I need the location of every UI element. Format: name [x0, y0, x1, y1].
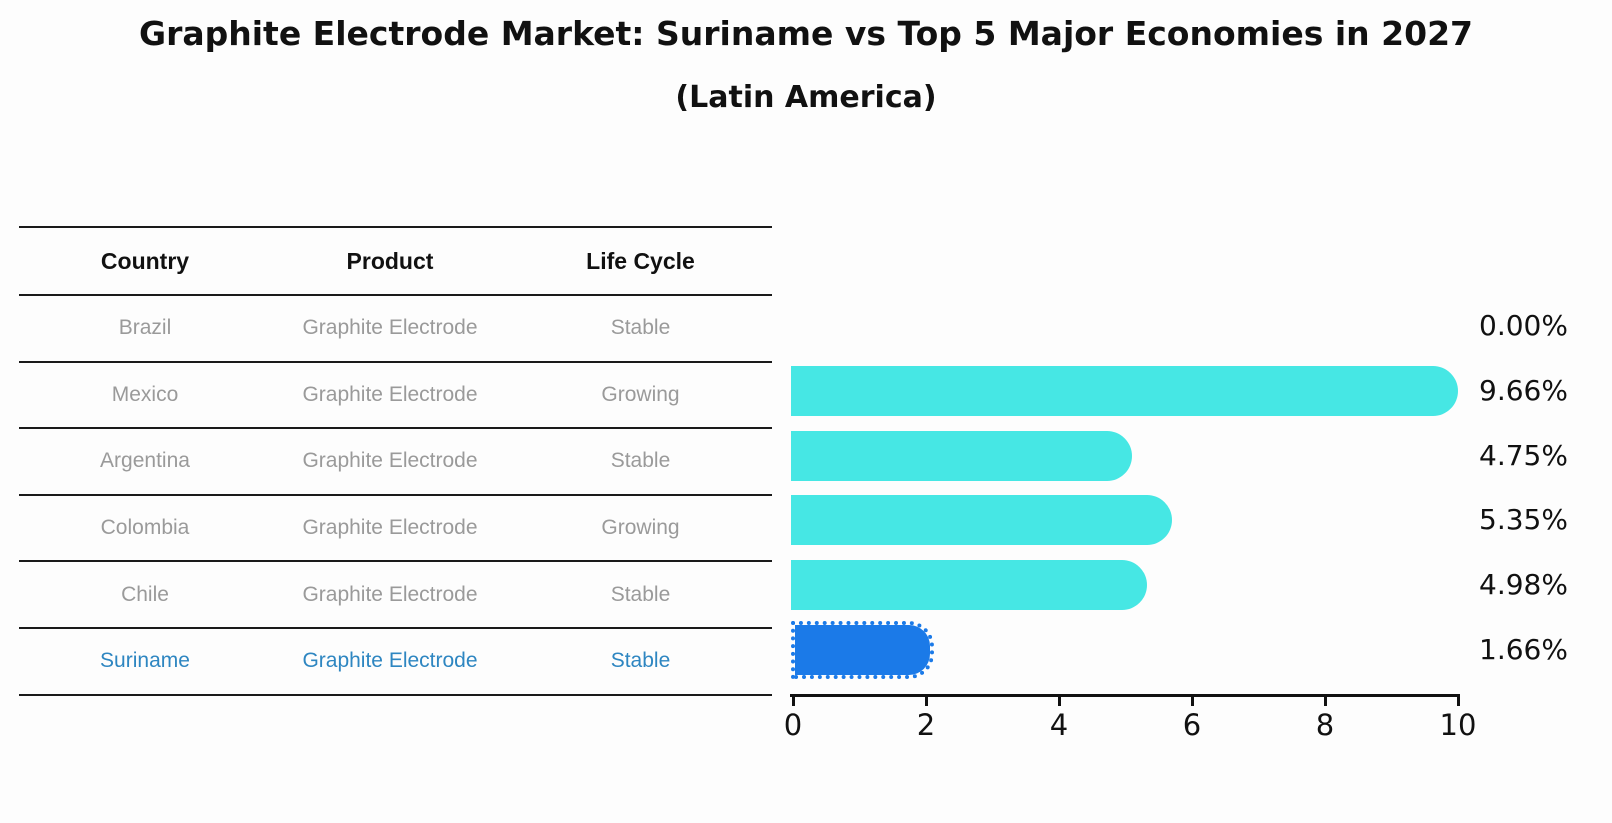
cell-product: Graphite Electrode: [302, 649, 478, 673]
x-tick-6: [1190, 697, 1194, 706]
cell-lifecycle: Stable: [610, 582, 671, 606]
x-tick-2: [924, 697, 928, 706]
table-row-argentina: Argentina Graphite Electrode Stable: [19, 429, 772, 496]
cell-country: Mexico: [111, 382, 179, 406]
cell-product: Graphite Electrode: [302, 382, 478, 406]
value-label-mexico: 9.66%: [1479, 374, 1568, 407]
cell-country: Colombia: [100, 516, 190, 540]
bar-chile: [791, 560, 1148, 610]
col-header-lifecycle: Life Cycle: [586, 247, 695, 274]
cell-lifecycle: Growing: [601, 516, 680, 540]
cell-product: Graphite Electrode: [302, 516, 478, 540]
x-tick-4: [1057, 697, 1061, 706]
table-row-mexico: Mexico Graphite Electrode Growing: [19, 363, 772, 430]
table-row-colombia: Colombia Graphite Electrode Growing: [19, 496, 772, 563]
x-tick-label-6: 6: [1182, 708, 1202, 742]
value-label-suriname: 1.66%: [1479, 633, 1568, 666]
bar-argentina: [791, 431, 1132, 481]
table-header-row: Country Product Life Cycle: [19, 228, 772, 296]
table-row-chile: Chile Graphite Electrode Stable: [19, 562, 772, 629]
chart-title: Graphite Electrode Market: Suriname vs T…: [138, 14, 1473, 53]
x-tick-10: [1456, 697, 1460, 706]
bar-suriname: [791, 621, 935, 679]
value-label-colombia: 5.35%: [1479, 503, 1568, 536]
col-header-country: Country: [100, 247, 190, 274]
x-tick-label-0: 0: [783, 708, 803, 742]
cell-lifecycle: Stable: [610, 316, 671, 340]
x-tick-8: [1323, 697, 1327, 706]
cell-lifecycle: Stable: [610, 649, 671, 673]
cell-product: Graphite Electrode: [302, 449, 478, 473]
table-row-brazil: Brazil Graphite Electrode Stable: [19, 296, 772, 363]
cell-product: Graphite Electrode: [302, 582, 478, 606]
bar-mexico: [791, 366, 1459, 416]
value-label-argentina: 4.75%: [1479, 439, 1568, 472]
cell-country: Argentina: [100, 449, 190, 473]
x-tick-label-2: 2: [916, 708, 936, 742]
bar-colombia: [791, 495, 1172, 545]
cell-country: Suriname: [100, 649, 190, 673]
value-label-chile: 4.98%: [1479, 568, 1568, 601]
cell-country: Brazil: [118, 316, 172, 340]
value-label-brazil: 0.00%: [1479, 309, 1568, 342]
x-tick-0: [791, 697, 795, 706]
cell-country: Chile: [121, 582, 169, 606]
cell-product: Graphite Electrode: [302, 316, 478, 340]
x-axis-line: [790, 694, 1460, 697]
country-table: Country Product Life Cycle Brazil Graphi…: [19, 226, 772, 696]
x-tick-label-10: 10: [1439, 708, 1477, 742]
x-tick-label-4: 4: [1049, 708, 1069, 742]
cell-lifecycle: Growing: [601, 382, 680, 406]
x-tick-label-8: 8: [1315, 708, 1335, 742]
table-row-suriname: Suriname Graphite Electrode Stable: [19, 629, 772, 696]
col-header-product: Product: [346, 247, 434, 274]
cell-lifecycle: Stable: [610, 449, 671, 473]
chart-subtitle: (Latin America): [675, 80, 937, 115]
